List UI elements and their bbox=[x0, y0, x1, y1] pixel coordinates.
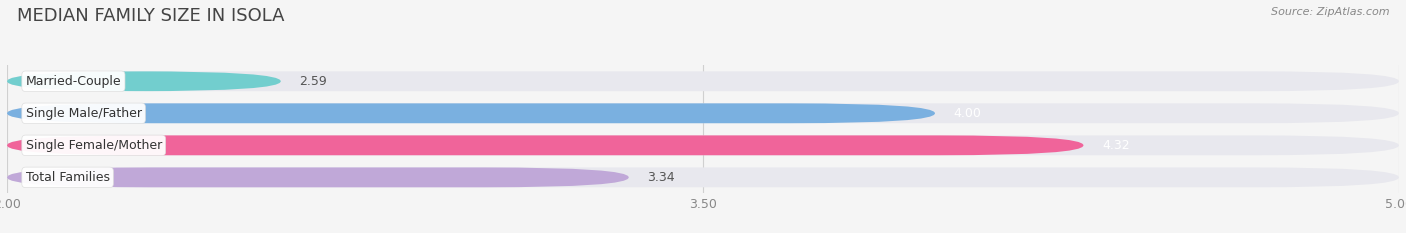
Text: Total Families: Total Families bbox=[25, 171, 110, 184]
Text: MEDIAN FAMILY SIZE IN ISOLA: MEDIAN FAMILY SIZE IN ISOLA bbox=[17, 7, 284, 25]
FancyBboxPatch shape bbox=[7, 168, 628, 187]
Text: Married-Couple: Married-Couple bbox=[25, 75, 121, 88]
FancyBboxPatch shape bbox=[7, 135, 1084, 155]
Text: Single Male/Father: Single Male/Father bbox=[25, 107, 142, 120]
Text: Single Female/Mother: Single Female/Mother bbox=[25, 139, 162, 152]
FancyBboxPatch shape bbox=[7, 103, 1399, 123]
Text: Source: ZipAtlas.com: Source: ZipAtlas.com bbox=[1271, 7, 1389, 17]
FancyBboxPatch shape bbox=[7, 168, 1399, 187]
FancyBboxPatch shape bbox=[7, 103, 935, 123]
FancyBboxPatch shape bbox=[7, 71, 1399, 91]
FancyBboxPatch shape bbox=[7, 71, 281, 91]
Text: 3.34: 3.34 bbox=[647, 171, 675, 184]
FancyBboxPatch shape bbox=[7, 135, 1399, 155]
Text: 2.59: 2.59 bbox=[299, 75, 328, 88]
Text: 4.00: 4.00 bbox=[953, 107, 981, 120]
Text: 4.32: 4.32 bbox=[1102, 139, 1129, 152]
